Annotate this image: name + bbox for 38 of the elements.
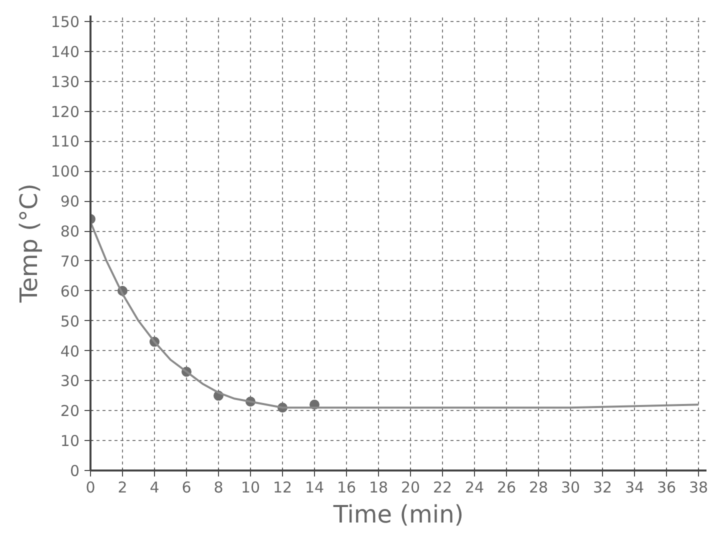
y-tick-label: 110 [50,132,80,151]
x-tick-label: 10 [240,478,260,496]
y-tick-label: 40 [60,342,80,360]
x-tick-label: 12 [272,478,292,496]
y-tick-label: 0 [70,462,80,480]
x-tick-label: 30 [560,478,580,496]
x-tick-label: 32 [592,478,612,496]
y-tick-label: 30 [60,372,80,390]
y-tick-label: 60 [60,282,80,300]
y-tick-label: 100 [50,162,80,181]
y-tick-label: 140 [50,42,80,61]
x-tick-label: 28 [528,478,548,496]
y-tick-label: 20 [60,402,80,420]
x-tick-label: 16 [336,478,356,496]
x-axis-title: Time (min) [332,500,464,528]
y-tick-label: 70 [60,252,80,270]
y-tick-label: 150 [50,12,80,31]
x-tick-label: 6 [182,478,192,496]
y-tick-label: 80 [60,222,80,241]
x-tick-label: 36 [656,478,676,496]
y-tick-label: 90 [60,192,80,211]
x-tick-label: 4 [150,478,160,496]
x-tick-label: 14 [304,478,324,496]
x-tick-label: 22 [432,478,452,496]
y-tick-label: 130 [50,72,80,91]
x-tick-label: 18 [368,478,388,496]
x-tick-label: 26 [496,478,516,496]
x-tick-label: 2 [118,478,128,496]
x-tick-label: 0 [86,478,96,496]
y-tick-label: 120 [50,102,80,121]
x-tick-label: 20 [400,478,420,496]
x-tick-label: 34 [624,478,644,496]
y-tick-label: 10 [60,432,80,450]
y-tick-label: 50 [60,312,80,330]
x-tick-label: 38 [688,478,708,496]
x-tick-label: 24 [464,478,484,496]
x-tick-label: 8 [214,478,224,496]
y-axis-title: Temp (°C) [14,183,43,304]
